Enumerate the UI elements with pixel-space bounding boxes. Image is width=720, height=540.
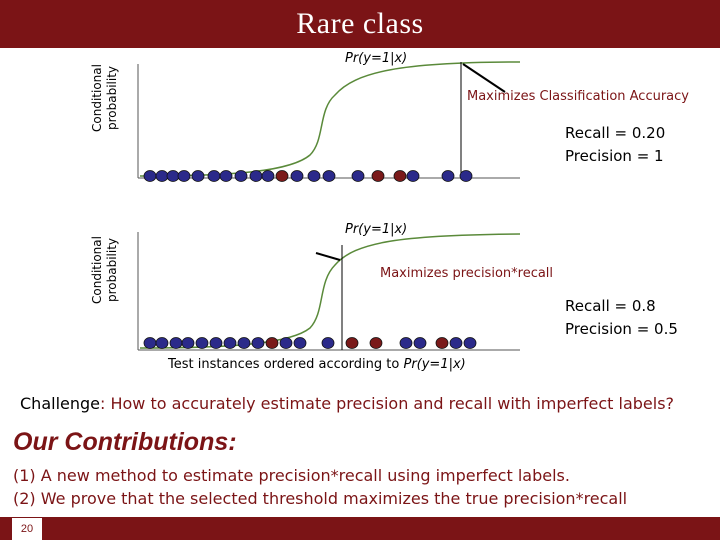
top-point-15 <box>351 170 365 182</box>
top-y-label-line1: Conditional <box>90 64 104 132</box>
top-point-14 <box>322 170 336 182</box>
footer-bar <box>0 517 720 540</box>
challenge-text: Challenge: How to accurately estimate pr… <box>20 394 674 413</box>
top-precision-text: Precision = 1 <box>565 147 664 165</box>
bottom-points <box>143 337 477 349</box>
bottom-y-axis-label: Conditional probability <box>90 215 130 325</box>
challenge-lead: Challenge <box>20 394 100 413</box>
bottom-precision-text: Precision = 0.5 <box>565 320 678 338</box>
bottom-point-10 <box>265 337 279 349</box>
top-curve-label: Pr(y=1|x) <box>345 51 408 66</box>
top-annotation-text: Maximizes Classification Accuracy <box>467 89 689 104</box>
top-point-8 <box>234 170 248 182</box>
bottom-point-3 <box>169 337 183 349</box>
top-point-16 <box>371 170 385 182</box>
bottom-curve-label: Pr(y=1|x) <box>345 222 408 237</box>
contribution-item-2: (2) We prove that the selected threshold… <box>13 489 628 508</box>
top-point-13 <box>307 170 321 182</box>
x-caption-italic: Pr(y=1|x) <box>403 357 466 372</box>
bottom-point-13 <box>321 337 335 349</box>
top-point-5 <box>191 170 205 182</box>
bottom-point-20 <box>463 337 477 349</box>
contributions-title: Our Contributions: <box>13 428 237 456</box>
title-bar: Rare class <box>0 0 720 48</box>
bottom-annotation-text: Maximizes precision*recall <box>380 266 554 281</box>
contribution-item-1: (1) A new method to estimate precision*r… <box>13 466 570 485</box>
page-number: 20 <box>12 518 42 540</box>
bottom-y-label-line1: Conditional <box>90 236 104 304</box>
bottom-point-19 <box>449 337 463 349</box>
bottom-point-9 <box>251 337 265 349</box>
top-point-11 <box>275 170 289 182</box>
bottom-sigmoid-curve <box>139 233 521 349</box>
bottom-point-15 <box>369 337 383 349</box>
bottom-point-6 <box>209 337 223 349</box>
slide-title: Rare class <box>296 7 424 40</box>
challenge-body: : How to accurately estimate precision a… <box>100 394 675 413</box>
bottom-point-11 <box>279 337 293 349</box>
top-point-19 <box>441 170 455 182</box>
bottom-point-1 <box>143 337 157 349</box>
bottom-y-label-line2: probability <box>105 237 119 303</box>
top-point-12 <box>290 170 304 182</box>
bottom-point-2 <box>155 337 169 349</box>
top-point-18 <box>406 170 420 182</box>
bottom-point-8 <box>237 337 251 349</box>
bottom-recall-text: Recall = 0.8 <box>565 297 656 315</box>
bottom-point-7 <box>223 337 237 349</box>
bottom-point-17 <box>413 337 427 349</box>
bottom-annotation-arrow <box>315 252 341 261</box>
bottom-point-18 <box>435 337 449 349</box>
bottom-x-axis-caption: Test instances ordered according to Pr(y… <box>168 357 466 372</box>
bottom-point-12 <box>293 337 307 349</box>
top-point-17 <box>393 170 407 182</box>
top-points <box>143 170 473 182</box>
top-point-10 <box>261 170 275 182</box>
top-point-4 <box>177 170 191 182</box>
top-annotation-arrow <box>462 63 506 93</box>
bottom-point-5 <box>195 337 209 349</box>
top-y-label-line2: probability <box>105 65 119 131</box>
bottom-point-4 <box>181 337 195 349</box>
top-y-axis-label: Conditional probability <box>90 43 130 153</box>
x-caption-prefix: Test instances ordered according to <box>168 357 404 372</box>
bottom-point-16 <box>399 337 413 349</box>
bottom-point-14 <box>345 337 359 349</box>
top-recall-text: Recall = 0.20 <box>565 124 666 142</box>
top-point-7 <box>219 170 233 182</box>
top-point-20 <box>459 170 473 182</box>
